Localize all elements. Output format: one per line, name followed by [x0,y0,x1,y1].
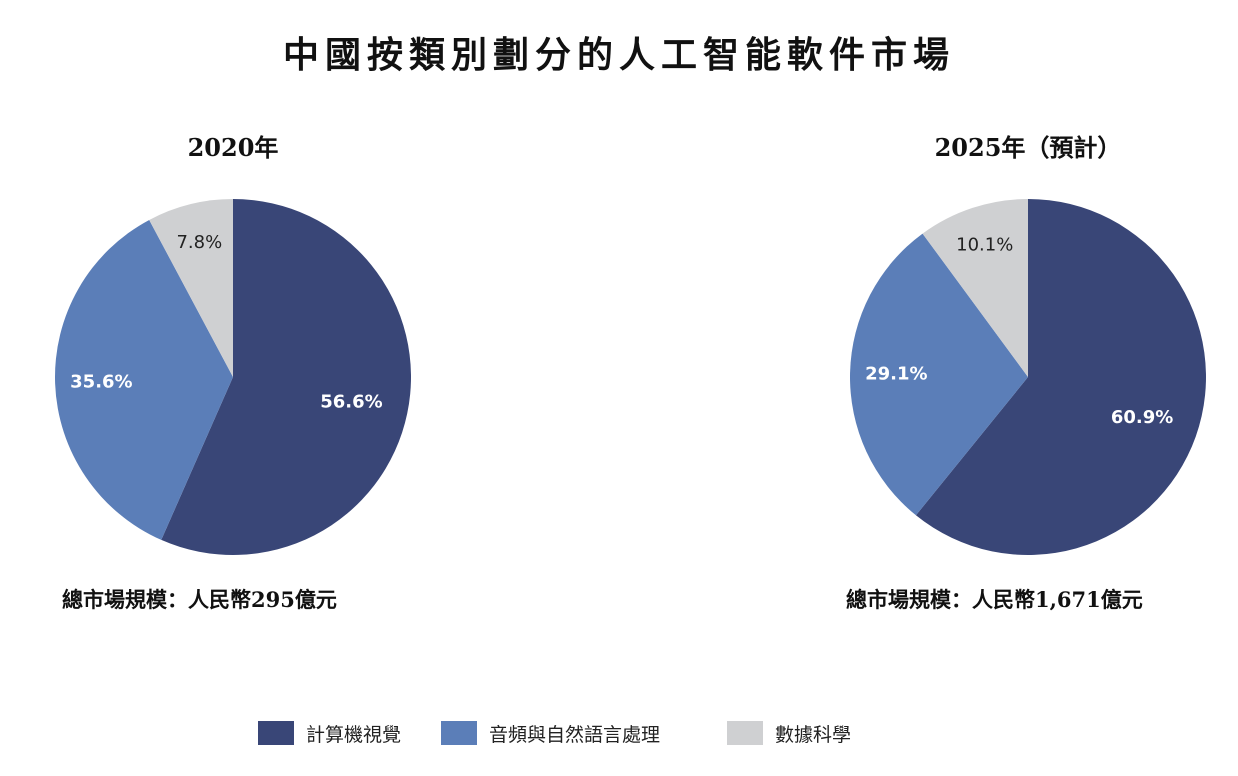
legend-label-computer-vision: 計算機視覺 [306,723,402,746]
legend-label-audio-nlp: 音頻與自然語言處理 [489,723,661,746]
legend-item-audio-nlp: 音頻與自然語言處理 [441,718,660,748]
pie-slice-2025-computer-vision [915,199,1206,555]
pie-label-2020-data-science: 7.8% [176,232,222,253]
legend-swatch-audio-nlp [441,721,477,745]
legend-swatch-computer-vision [258,721,294,745]
pie-title-2020: 2020年 [187,133,279,162]
pie-slice-2020-audio-nlp [55,219,233,540]
pie-slice-2020-data-science [149,199,233,377]
pie-slice-2025-audio-nlp [850,233,1028,516]
legend-item-data-science: 數據科學 [727,718,851,748]
pie-slice-2020-computer-vision [161,199,411,555]
pie-label-2020-computer-vision: 56.6% [320,391,382,412]
pie-title-2025: 2025年（預計） [934,133,1122,162]
market-size-caption-2020: 總市場規模：人民幣295億元 [62,587,337,612]
pie-label-2025-audio-nlp: 29.1% [865,363,927,384]
pie-label-2025-data-science: 10.1% [956,235,1013,256]
chart-title: 中國按類別劃分的人工智能軟件市場 [282,34,955,76]
pie-slice-2025-data-science [922,199,1028,377]
legend: 計算機視覺 音頻與自然語言處理 數據科學 [0,718,1238,748]
pie-label-2020-audio-nlp: 35.6% [70,371,132,392]
legend-label-data-science: 數據科學 [775,723,852,746]
legend-swatch-data-science [727,721,763,745]
pie-label-2025-computer-vision: 60.9% [1111,407,1173,428]
legend-item-computer-vision: 計算機視覺 [258,718,401,748]
market-size-caption-2025: 總市場規模：人民幣1,671億元 [846,587,1143,612]
